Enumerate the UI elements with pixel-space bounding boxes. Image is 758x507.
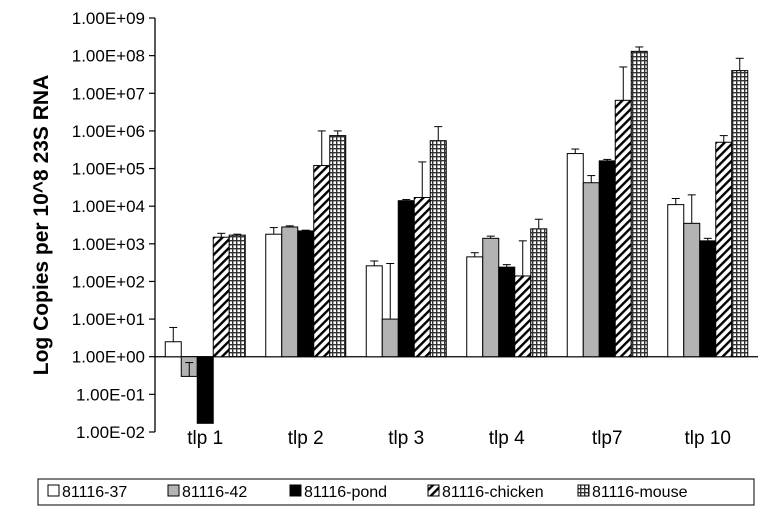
y-tick-label: 1.00E+07 <box>72 84 145 103</box>
bar-81116-37-tlp4 <box>466 256 484 358</box>
x-tick-label: tlp 10 <box>685 428 731 449</box>
bar-81116-42-tlp10 <box>683 222 701 358</box>
bar-81116-chicken-tlp1 <box>212 236 230 358</box>
bar-81116-37-tlp2 <box>265 233 283 358</box>
legend-label: 81116-mouse <box>592 484 688 501</box>
bar-81116-pond-tlp1 <box>196 356 214 424</box>
bar-81116-mouse-tlp10 <box>731 70 749 358</box>
y-tick-label: 1.00E+05 <box>72 160 145 179</box>
legend-swatch <box>47 484 60 497</box>
bar-81116-mouse-tlp1 <box>228 234 246 358</box>
legend-swatch <box>577 484 590 497</box>
x-tick-label: tlp 3 <box>388 428 424 449</box>
y-tick-label: 1.00E+02 <box>72 272 145 291</box>
y-axis-label: Log Copies per 10^8 23S RNA <box>30 75 53 376</box>
bar-81116-mouse-tlp2 <box>329 135 347 358</box>
bar-81116-chicken-tlp7 <box>614 99 632 358</box>
legend-box <box>37 478 755 506</box>
bar-81116-mouse-tlp4 <box>530 228 548 358</box>
y-tick-label: 1.00E+03 <box>72 235 145 254</box>
bar-81116-chicken-tlp10 <box>715 141 733 358</box>
bar-81116-pond-tlp7 <box>598 160 616 358</box>
y-tick-label: 1.00E+06 <box>72 122 145 141</box>
bar-81116-pond-tlp3 <box>397 200 415 358</box>
bar-81116-pond-tlp2 <box>297 230 315 358</box>
y-tick-label: 1.00E+09 <box>72 9 145 28</box>
x-tick-label: tlp 1 <box>187 428 223 449</box>
y-tick-label: 1.00E-01 <box>76 385 145 404</box>
x-tick-label: tlp 4 <box>489 428 525 449</box>
bar-81116-37-tlp1 <box>164 341 182 358</box>
bar-81116-chicken-tlp3 <box>413 197 431 358</box>
x-tick-label: tlp7 <box>592 428 623 449</box>
x-tick-label: tlp 2 <box>288 428 324 449</box>
legend-swatch <box>289 484 302 497</box>
bar-81116-pond-tlp10 <box>699 240 717 358</box>
bar-81116-42-tlp2 <box>281 226 299 358</box>
legend-swatch <box>167 484 180 497</box>
bar-81116-42-tlp3 <box>381 318 399 358</box>
y-tick-label: 1.00E+00 <box>72 348 145 367</box>
y-tick-label: 1.00E+01 <box>72 310 145 329</box>
y-tick-label: 1.00E+04 <box>72 197 145 216</box>
bar-81116-37-tlp10 <box>667 204 685 358</box>
legend-label: 81116-pond <box>304 484 387 501</box>
bar-81116-mouse-tlp7 <box>630 50 648 358</box>
legend-label: 81116-chicken <box>442 484 544 501</box>
bar-81116-pond-tlp4 <box>498 266 516 358</box>
bar-81116-37-tlp7 <box>566 153 584 358</box>
bar-81116-42-tlp4 <box>482 237 500 358</box>
y-tick-label: 1.00E-02 <box>76 423 145 442</box>
legend-swatch <box>427 484 440 497</box>
y-tick-label: 1.00E+08 <box>72 47 145 66</box>
bar-81116-chicken-tlp2 <box>313 165 331 358</box>
legend-label: 81116-37 <box>62 484 127 501</box>
bar-81116-chicken-tlp4 <box>514 275 532 358</box>
bar-81116-mouse-tlp3 <box>429 140 447 358</box>
bar-81116-42-tlp7 <box>582 182 600 358</box>
bar-81116-37-tlp3 <box>365 265 383 358</box>
legend-label: 81116-42 <box>182 484 247 501</box>
